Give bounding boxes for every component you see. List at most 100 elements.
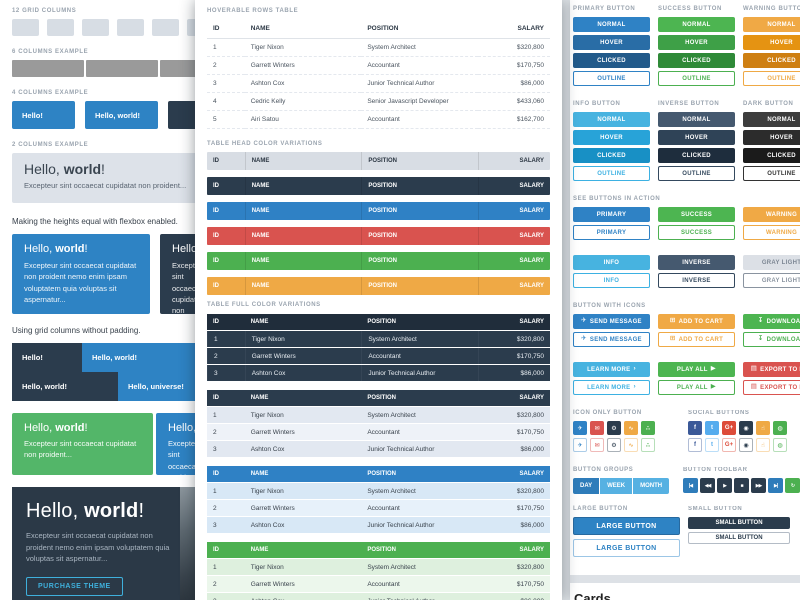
warning-hover-button[interactable]: HOVER	[743, 35, 800, 50]
info-clicked-button[interactable]: CLICKED	[573, 148, 650, 163]
learn-more-button[interactable]: LEARN MORE ›	[573, 362, 650, 377]
add-to-cart-button[interactable]: ⊞ ADD TO CART	[658, 314, 735, 329]
icon-only-gear-button[interactable]: ⚙	[607, 421, 621, 435]
social-facebook-button[interactable]: f	[688, 421, 702, 435]
gray-button[interactable]: GRAY LIGHT	[743, 255, 800, 270]
icon-only-rss-button[interactable]: ∿	[624, 438, 638, 452]
inverse-hover-button[interactable]: HOVER	[658, 130, 735, 145]
add-to-cart-button-outline[interactable]: ⊞ ADD TO CART	[658, 332, 735, 347]
icon-only-share-button[interactable]: ∴	[641, 438, 655, 452]
primary-outline-button[interactable]: OUTLINE	[573, 71, 650, 86]
icon-only-gear-button[interactable]: ⚙	[607, 438, 621, 452]
export-to-pdf-button[interactable]: ▤EXPORT TO PDF	[743, 362, 800, 377]
inverse-button[interactable]: INVERSE	[658, 255, 735, 270]
icon-only-paper-plane-button[interactable]: ✈	[573, 438, 587, 452]
info-button[interactable]: INFO	[573, 255, 650, 270]
social-hand-button[interactable]: ☝	[756, 421, 770, 435]
icon-only-envelope-button[interactable]: ✉	[590, 438, 604, 452]
large-button-filled[interactable]: LARGE BUTTON	[573, 517, 680, 535]
column-header: NAME	[244, 390, 362, 406]
social-twitter-button[interactable]: t	[705, 421, 719, 435]
success-normal-button[interactable]: NORMAL	[658, 17, 735, 32]
table-row[interactable]: 5 Airi Satou Accountant $162,700	[207, 110, 550, 129]
gray-button-outline[interactable]: GRAY LIGHT	[743, 273, 800, 288]
social-google-plus-button[interactable]: G+	[722, 438, 736, 452]
play-button[interactable]: ▶	[717, 478, 732, 493]
primary-normal-button[interactable]: NORMAL	[573, 17, 650, 32]
table-row[interactable]: 2 Garrett Winters Accountant $170,750	[207, 56, 550, 75]
rewind-button[interactable]: ◀◀	[700, 478, 715, 493]
purchase-theme-button[interactable]: PURCHASE THEME	[26, 576, 123, 596]
small-button-filled[interactable]: SMALL BUTTON	[688, 517, 790, 529]
inverse-normal-button[interactable]: NORMAL	[658, 112, 735, 127]
warning-button[interactable]: WARNING	[743, 207, 800, 222]
export-to-pdf-button-outline[interactable]: ▤EXPORT TO PDF	[743, 380, 800, 395]
success-button[interactable]: SUCCESS	[658, 207, 735, 222]
success-hover-button[interactable]: HOVER	[658, 35, 735, 50]
table-row[interactable]: 4 Cedric Kelly Senior Javascript Developer…	[207, 92, 550, 111]
icon-only-share-button[interactable]: ∴	[641, 421, 655, 435]
inverse-outline-button[interactable]: OUTLINE	[658, 166, 735, 181]
icon-only-rss-button[interactable]: ∿	[624, 421, 638, 435]
table-cell: Garrett Winters	[244, 348, 362, 364]
social-hand-button[interactable]: ☝	[756, 438, 770, 452]
tab-day[interactable]: DAY	[573, 478, 600, 494]
table-header-row: ID NAME POSITION SALARY	[207, 19, 550, 39]
inverse-button-outline[interactable]: INVERSE	[658, 273, 735, 288]
rss-icon: ∿	[628, 442, 634, 449]
dark-hover-button[interactable]: HOVER	[743, 130, 800, 145]
warning-outline-button[interactable]: OUTLINE	[743, 71, 800, 86]
primary-button[interactable]: PRIMARY	[573, 207, 650, 222]
hello-world-card-light: Hello, world! Excepteur sint occaecat cu…	[12, 153, 197, 203]
send-message-button-outline[interactable]: ✈ SEND MESSAGE	[573, 332, 650, 347]
small-button-outline[interactable]: SMALL BUTTON	[688, 532, 790, 544]
table-row[interactable]: 3 Ashton Cox Junior Technical Author $86,00…	[207, 74, 550, 93]
fast-forward-button[interactable]: ▶▶	[751, 478, 766, 493]
social-circle-button[interactable]: ◍	[773, 421, 787, 435]
skip-end-button[interactable]: ▶|	[768, 478, 783, 493]
dark-outline-button[interactable]: OUTLINE	[743, 166, 800, 181]
warning-button-outline[interactable]: WARNING	[743, 225, 800, 240]
send-message-button[interactable]: ✈ SEND MESSAGE	[573, 314, 650, 329]
tab-month[interactable]: MONTH	[633, 478, 670, 494]
success-clicked-button[interactable]: CLICKED	[658, 53, 735, 68]
learn-more-button-outline[interactable]: LEARN MORE ›	[573, 380, 650, 395]
tab-week[interactable]: WEEK	[600, 478, 633, 494]
info-hover-button[interactable]: HOVER	[573, 130, 650, 145]
refresh-button[interactable]: ↻	[785, 478, 800, 493]
warning-normal-button[interactable]: NORMAL	[743, 17, 800, 32]
icon-only-paper-plane-button[interactable]: ✈	[573, 421, 587, 435]
download-button-outline[interactable]: ↧DOWNLOAD	[743, 332, 800, 347]
table-cell: $320,800	[477, 559, 550, 575]
primary-clicked-button[interactable]: CLICKED	[573, 53, 650, 68]
warning-clicked-button[interactable]: CLICKED	[743, 53, 800, 68]
skip-start-button[interactable]: |◀	[683, 478, 698, 493]
primary-hover-button[interactable]: HOVER	[573, 35, 650, 50]
table-row[interactable]: 1 Tiger Nixon System Architect $320,800	[207, 38, 550, 57]
success-button-outline[interactable]: SUCCESS	[658, 225, 735, 240]
icon-button-row: ✈SEND MESSAGE ⊞ADD TO CART ↧DOWNLOAD	[573, 314, 800, 332]
download-button[interactable]: ↧DOWNLOAD	[743, 314, 800, 329]
action-row: INFO INVERSE GRAY LIGHT	[573, 273, 800, 291]
inverse-clicked-button[interactable]: CLICKED	[658, 148, 735, 163]
social-google-plus-button[interactable]: G+	[722, 421, 736, 435]
social-circle-button[interactable]: ◍	[773, 438, 787, 452]
info-outline-button[interactable]: OUTLINE	[573, 166, 650, 181]
social-facebook-button[interactable]: f	[688, 438, 702, 452]
column-header: POSITION	[361, 277, 478, 295]
info-button-outline[interactable]: INFO	[573, 273, 650, 288]
play-all-button[interactable]: PLAY ALL ▶	[658, 362, 735, 377]
dark-clicked-button[interactable]: CLICKED	[743, 148, 800, 163]
success-outline-button[interactable]: OUTLINE	[658, 71, 735, 86]
info-normal-button[interactable]: NORMAL	[573, 112, 650, 127]
large-button-outline[interactable]: LARGE BUTTON	[573, 539, 680, 557]
icon-only-envelope-button[interactable]: ✉	[590, 421, 604, 435]
social-twitter-button[interactable]: t	[705, 438, 719, 452]
social-dribbble-button[interactable]: ◉	[739, 421, 753, 435]
dark-normal-button[interactable]: NORMAL	[743, 112, 800, 127]
table-cell: $86,000	[477, 593, 550, 600]
primary-button-outline[interactable]: PRIMARY	[573, 225, 650, 240]
play-all-button-outline[interactable]: PLAY ALL ▶	[658, 380, 735, 395]
social-dribbble-button[interactable]: ◉	[739, 438, 753, 452]
stop-button[interactable]: ■	[734, 478, 749, 493]
